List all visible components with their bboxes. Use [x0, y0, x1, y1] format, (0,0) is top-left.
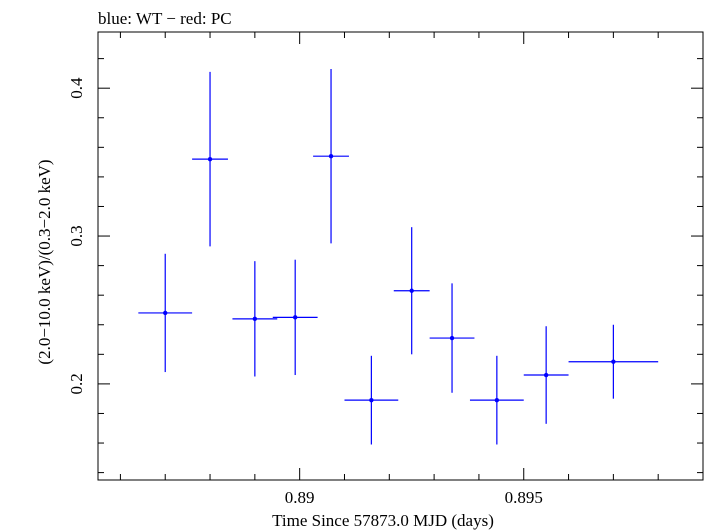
- data-point: [252, 316, 258, 322]
- data-point: [292, 315, 298, 320]
- y-tick-label: 0.4: [67, 77, 86, 99]
- y-axis-ticks: [98, 58, 703, 474]
- data-point: [369, 397, 374, 403]
- y-tick-label: 0.2: [67, 373, 86, 394]
- data-point: [207, 156, 213, 162]
- x-axis-ticks: [119, 32, 704, 480]
- x-axis-label: Time Since 57873.0 MJD (days): [272, 511, 494, 530]
- x-axis-tick-labels: 0.89 0.895: [285, 488, 543, 507]
- x-tick-label: 0.89: [285, 488, 315, 507]
- data-point: [611, 359, 616, 364]
- data-point: [328, 153, 334, 159]
- plot-frame: [97, 31, 704, 481]
- chart-title: blue: WT − red: PC: [98, 9, 232, 28]
- data-point: [494, 397, 500, 403]
- data-point: [163, 310, 168, 316]
- y-axis-label: (2.0−10.0 keV)/(0.3−2.0 keV): [35, 159, 54, 364]
- y-axis-tick-labels: 0.2 0.3 0.4: [67, 77, 86, 394]
- data-point: [409, 288, 414, 293]
- x-tick-label: 0.895: [505, 488, 543, 507]
- data-points: [138, 68, 659, 445]
- data-point: [543, 372, 549, 378]
- y-tick-label: 0.3: [67, 225, 86, 246]
- data-point: [449, 335, 455, 341]
